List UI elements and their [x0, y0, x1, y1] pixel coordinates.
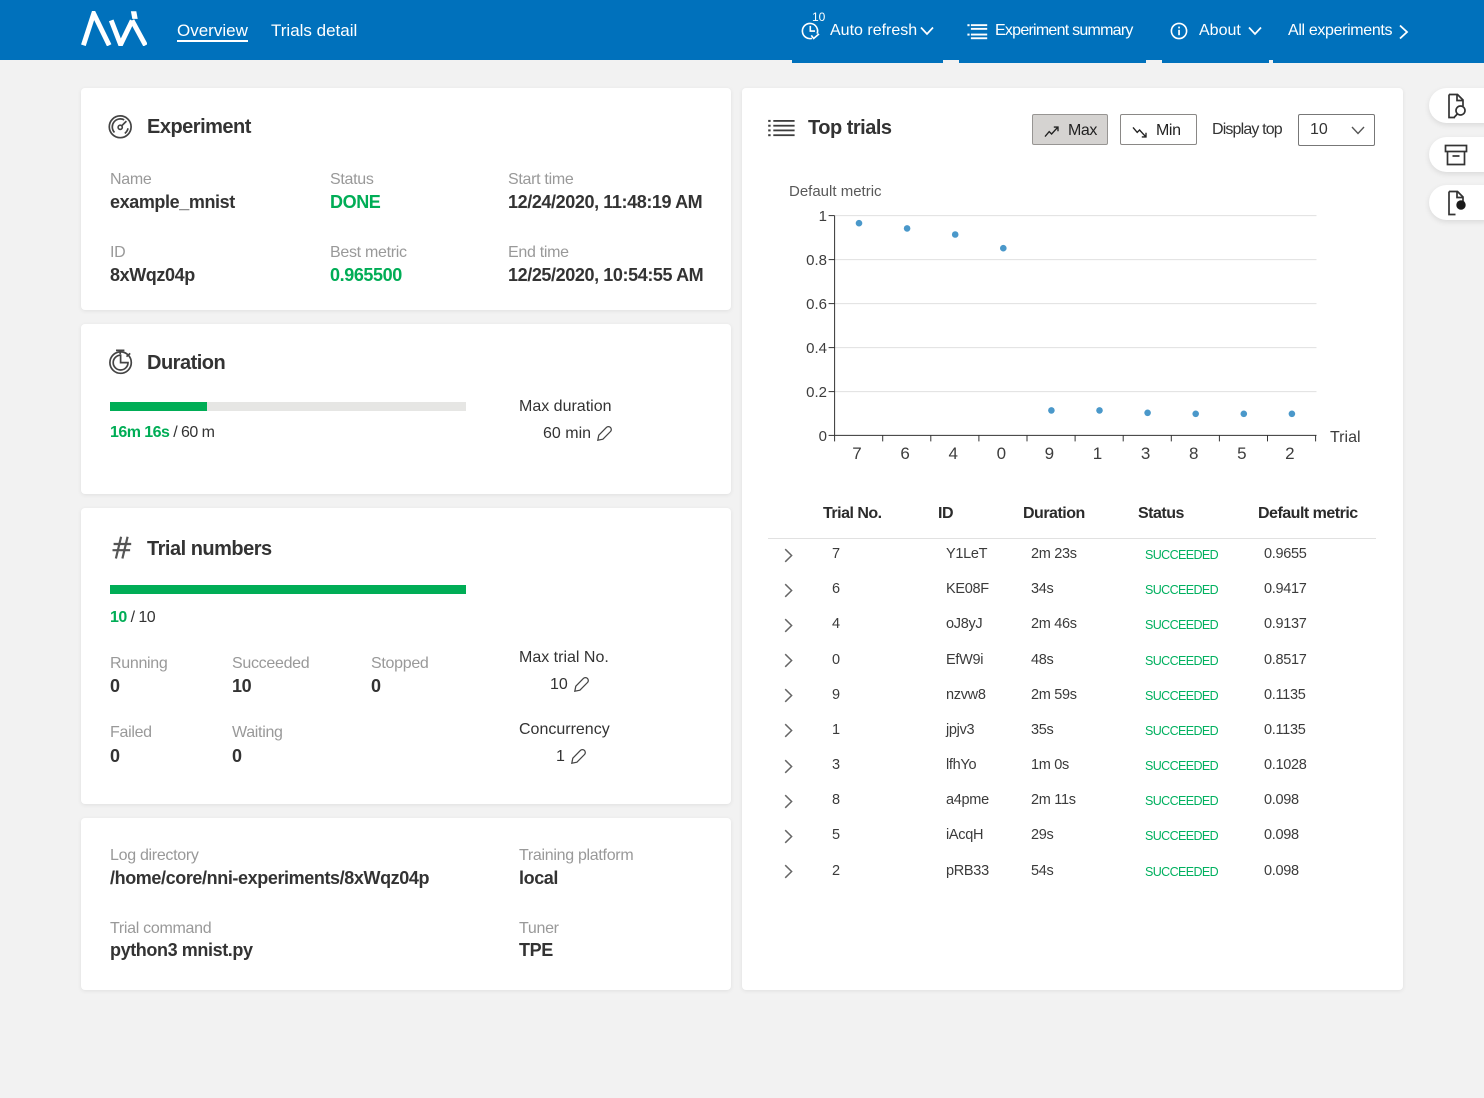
svg-text:0.2: 0.2 — [806, 384, 827, 401]
svg-text:6: 6 — [900, 444, 909, 463]
svg-text:8: 8 — [1189, 444, 1198, 463]
svg-text:7: 7 — [852, 444, 861, 463]
svg-text:0.8: 0.8 — [806, 252, 827, 269]
svg-text:4: 4 — [948, 444, 957, 463]
svg-text:5: 5 — [1237, 444, 1246, 463]
svg-text:1: 1 — [819, 208, 827, 225]
svg-text:0: 0 — [997, 444, 1006, 463]
svg-text:3: 3 — [1141, 444, 1150, 463]
svg-text:Trial: Trial — [1330, 429, 1361, 446]
svg-text:Default metric: Default metric — [789, 183, 882, 200]
svg-text:0.6: 0.6 — [806, 296, 827, 313]
svg-text:0: 0 — [819, 428, 827, 445]
svg-text:2: 2 — [1285, 444, 1294, 463]
svg-text:9: 9 — [1045, 444, 1054, 463]
svg-text:0.4: 0.4 — [806, 340, 827, 357]
svg-text:1: 1 — [1093, 444, 1102, 463]
